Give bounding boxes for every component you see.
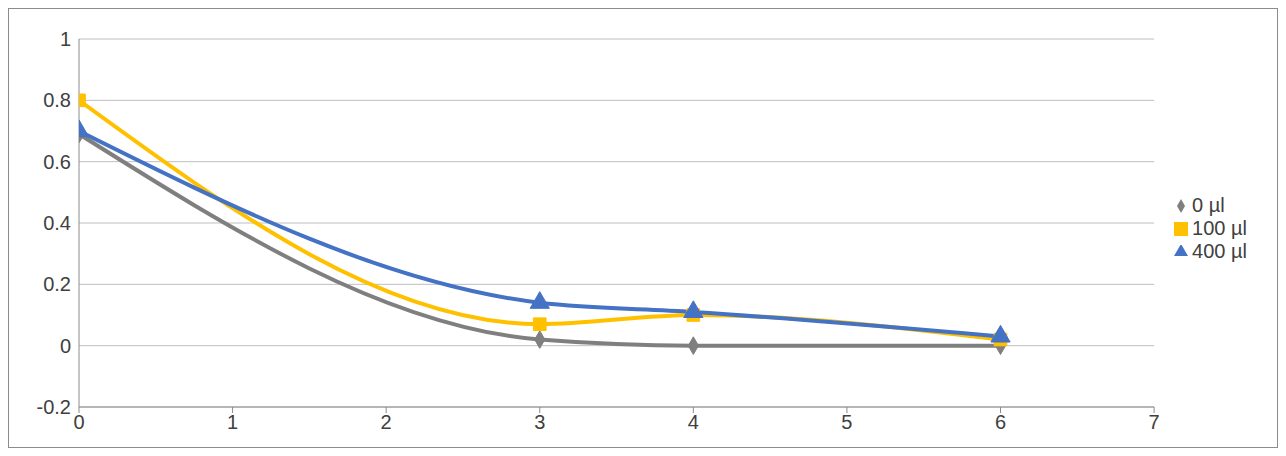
svg-text:0: 0 <box>60 335 71 357</box>
svg-text:0.4: 0.4 <box>43 212 71 234</box>
html-text:400 µl: 400 µl <box>1192 239 1247 262</box>
svg-text:7: 7 <box>1149 411 1160 433</box>
svg-text:0.8: 0.8 <box>43 89 71 111</box>
svg-text:2: 2 <box>381 411 392 433</box>
html-text:0 µl: 0 µl <box>1192 193 1225 216</box>
svg-text:0: 0 <box>73 411 84 433</box>
html-text:100 µl: 100 µl <box>1192 216 1247 239</box>
svg-text:4: 4 <box>688 411 699 433</box>
svg-text:0.2: 0.2 <box>43 273 71 295</box>
svg-text:6: 6 <box>995 411 1006 433</box>
svg-text:5: 5 <box>841 411 852 433</box>
svg-text:1: 1 <box>60 28 71 50</box>
svg-text:0.6: 0.6 <box>43 151 71 173</box>
svg-text:1: 1 <box>227 411 238 433</box>
svg-text:-0.2: -0.2 <box>37 396 71 418</box>
svg-text:3: 3 <box>534 411 545 433</box>
